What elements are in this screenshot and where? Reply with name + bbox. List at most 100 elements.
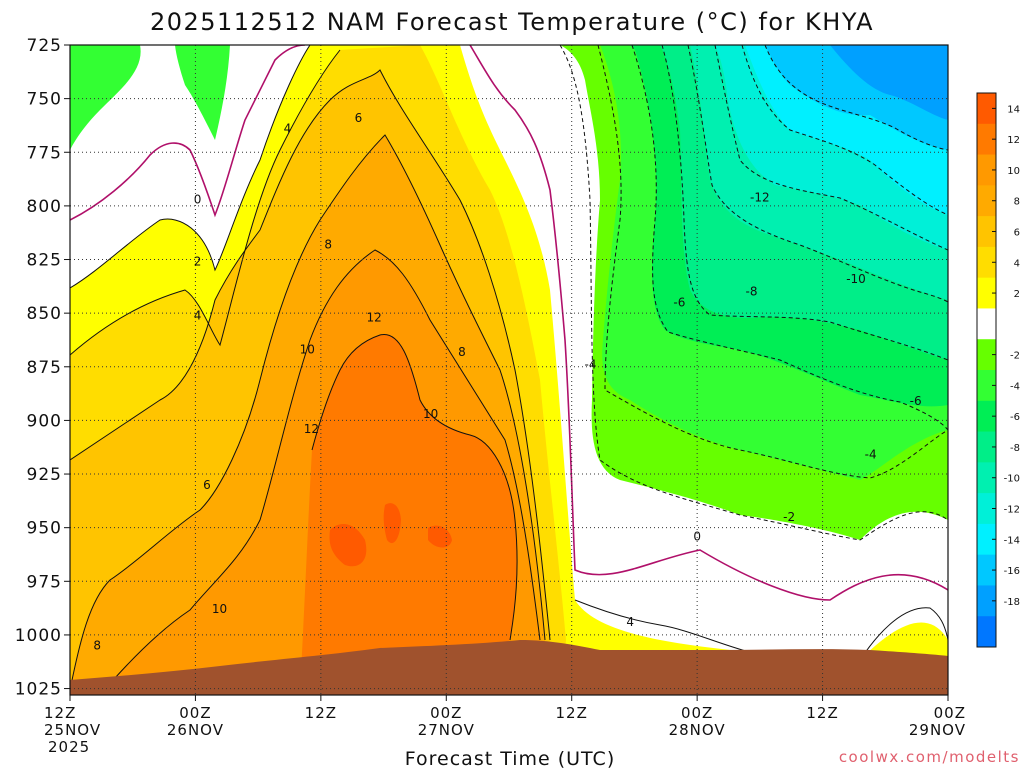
- cold-pocket-left: [70, 45, 141, 150]
- contour-label: 12: [367, 310, 382, 324]
- colorbar-swatch: [977, 400, 996, 433]
- contour-neg12: [714, 45, 948, 251]
- y-tick-label: 925: [27, 465, 62, 485]
- contour-label: -6: [673, 295, 685, 309]
- warm-region-12: [300, 334, 518, 690]
- colorbar-swatch: [977, 154, 996, 186]
- colorbar-swatch: [977, 277, 996, 309]
- contour-label: 4: [284, 122, 292, 136]
- colorbar-swatch: [977, 93, 996, 125]
- colorbar-label: -14: [1004, 535, 1020, 546]
- y-tick-label: 900: [27, 411, 62, 431]
- y-tick-label: 750: [27, 90, 62, 110]
- colorbar-label: -18: [1004, 597, 1020, 608]
- x-tick-label-date: 26NOV: [167, 721, 224, 739]
- contour-neg4: [597, 45, 948, 479]
- contour-label: -4: [865, 448, 877, 462]
- x-tick-label-time: 00Z: [179, 704, 211, 722]
- contour-label: -4: [585, 358, 597, 372]
- contour-4-left: [70, 49, 341, 356]
- colorbar-label: -2: [1010, 351, 1020, 362]
- x-tick-label-date: 25NOV: [44, 721, 101, 739]
- y-tick-label: 1000: [15, 626, 62, 646]
- colorbar-label: 12: [1007, 135, 1020, 146]
- x-tick-label-date: 29NOV: [909, 721, 966, 739]
- x-tick-label-time: 12Z: [556, 704, 588, 722]
- colorbar-label: 10: [1007, 166, 1020, 177]
- contour-label: -2: [783, 510, 795, 524]
- cold-region-18: [830, 45, 948, 120]
- contour-zero-left: [70, 45, 306, 221]
- contour-label: 8: [93, 639, 101, 653]
- y-tick-label: 825: [27, 251, 62, 271]
- contour-label: 12: [304, 422, 319, 436]
- warm-region-14: [329, 503, 452, 567]
- y-axis: 725 750 775 800 825 850 875 900 925 950 975 1000 102…: [15, 36, 70, 700]
- contour-label: 8: [458, 345, 466, 359]
- y-tick-label: 1025: [15, 680, 62, 700]
- colorbar-swatch: [977, 339, 996, 371]
- colorbar-swatch: [977, 585, 996, 617]
- contour-12: [311, 334, 518, 641]
- x-axis-title: Forecast Time (UTC): [405, 748, 615, 768]
- colorbar-swatch: [977, 554, 996, 586]
- colorbar-label: -8: [1010, 443, 1020, 454]
- colorbar-swatch: [977, 431, 996, 463]
- contour-label: -8: [746, 285, 758, 299]
- y-tick-label: 975: [27, 572, 62, 592]
- y-tick-label: 850: [27, 304, 62, 324]
- contour-label: 8: [324, 238, 332, 252]
- colorbar-frame: [976, 92, 997, 648]
- contour-labels: 0 2 4 4 6 8 6 10 12 12 8 10 10 8 -4 -6 -8 -12 -10 -6 -4 -2 0 4: [93, 111, 922, 653]
- colorbar-label: 2: [1014, 289, 1020, 300]
- colorbar-label: 4: [1014, 258, 1020, 269]
- contour-label: 0: [693, 529, 701, 543]
- y-tick-label: 800: [27, 197, 62, 217]
- colorbar-swatch: [977, 493, 996, 525]
- y-tick-label: 775: [27, 143, 62, 163]
- y-tick-label: 950: [27, 519, 62, 539]
- y-tick-label: 875: [27, 358, 62, 378]
- credit-link[interactable]: coolwx.com/modelts: [839, 748, 1020, 766]
- contour-neg6: [631, 45, 948, 431]
- x-tick-label-time: 12Z: [44, 704, 76, 722]
- contour-label: -6: [910, 394, 922, 408]
- contour-label: -10: [846, 272, 866, 286]
- colorbar-swatch: [977, 462, 996, 494]
- colorbar-label: -4: [1010, 381, 1020, 392]
- cold-pocket-top: [175, 45, 230, 140]
- contour-label: -12: [750, 190, 770, 204]
- contour-4-right: [574, 599, 761, 656]
- contour-neg2: [559, 45, 948, 541]
- x-tick-label-time: 12Z: [806, 704, 838, 722]
- contour-neg14: [741, 45, 948, 216]
- colorbar-swatch: [977, 616, 996, 648]
- contour-label: 10: [300, 343, 315, 357]
- contour-2: [70, 45, 311, 289]
- colorbar-swatch: [977, 246, 996, 279]
- x-tick-label-time: 00Z: [430, 704, 462, 722]
- contour-zero-right: [469, 45, 948, 601]
- colorbar-label: -12: [1004, 505, 1020, 516]
- contour-label: 6: [203, 478, 211, 492]
- contour-label: 0: [194, 192, 202, 206]
- colorbar-label: -16: [1004, 566, 1020, 577]
- colorbar-label: 6: [1014, 228, 1020, 239]
- colorbar-swatch: [977, 185, 996, 217]
- colorbar-swatch: [977, 370, 996, 402]
- contour-4-far-right: [859, 607, 948, 661]
- grid-lines: [70, 44, 948, 695]
- colorbar: 14 12 10 8 6 4 2 -2 -4 -6 -8 -10 -12 -14 -16 -18: [976, 92, 1020, 648]
- contour-6: [70, 69, 551, 641]
- colorbar-label: 8: [1014, 197, 1020, 208]
- contour-label: 4: [626, 615, 634, 629]
- contour-label: 2: [194, 255, 202, 269]
- contour-label: 10: [212, 602, 227, 616]
- colorbar-label: 14: [1007, 104, 1020, 115]
- contour-10: [99, 249, 541, 695]
- contour-label: 4: [194, 308, 202, 322]
- contour-8: [70, 134, 546, 691]
- plot-frame: [69, 44, 949, 696]
